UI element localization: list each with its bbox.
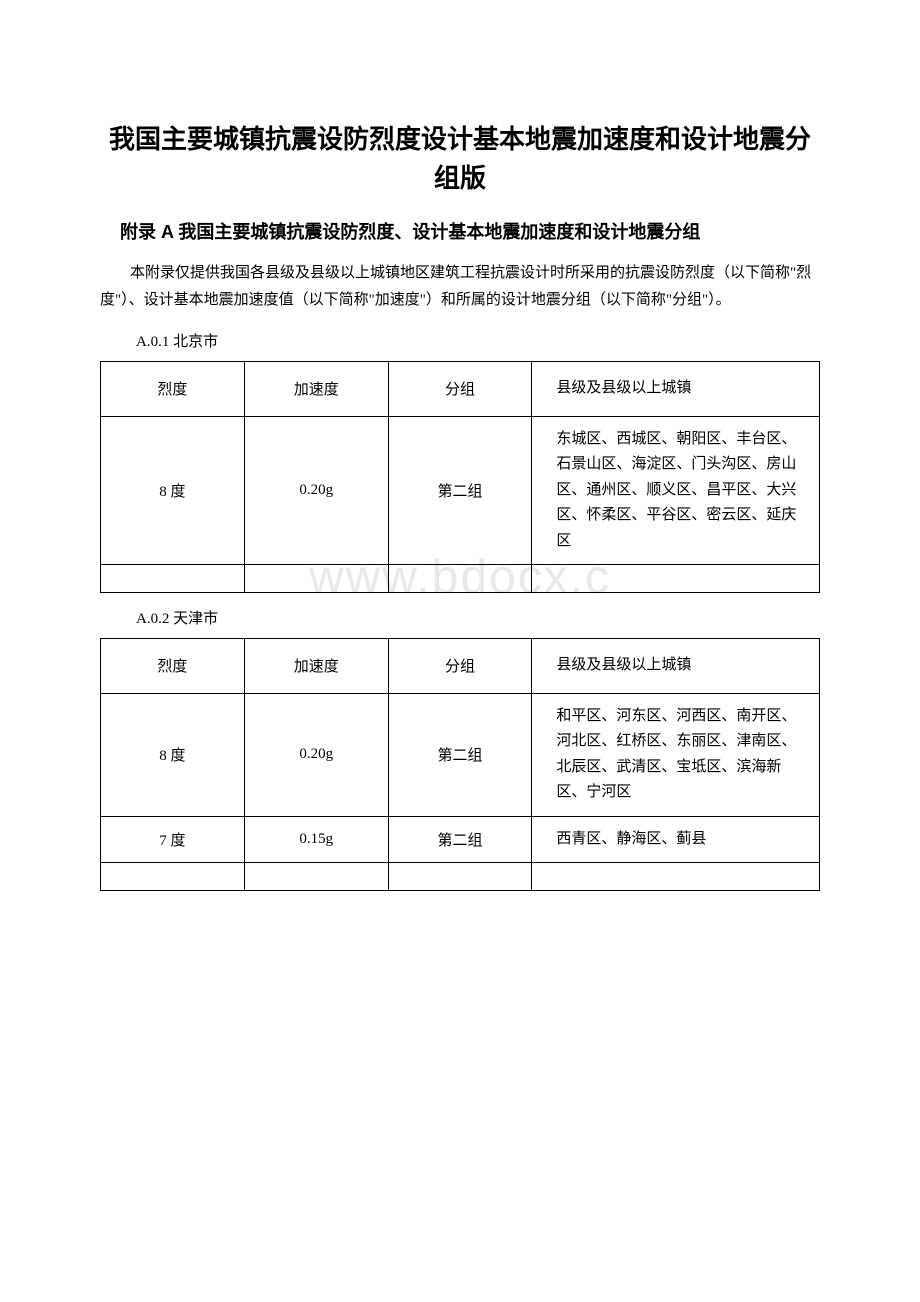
section-label: A.0.1 北京市 bbox=[100, 330, 820, 351]
empty-cell bbox=[532, 565, 820, 593]
header-acceleration: 加速度 bbox=[244, 362, 388, 417]
table-row: 8 度0.20g第二组东城区、西城区、朝阳区、丰台区、石景山区、海淀区、门头沟区… bbox=[101, 416, 820, 565]
table-header-row: 烈度加速度分组县级及县级以上城镇 bbox=[101, 362, 820, 417]
sections-container: A.0.1 北京市烈度加速度分组县级及县级以上城镇8 度0.20g第二组东城区、… bbox=[100, 330, 820, 891]
table-empty-row bbox=[101, 565, 820, 593]
table-row: 7 度0.15g第二组西青区、静海区、蓟县 bbox=[101, 816, 820, 863]
intro-paragraph: 本附录仅提供我国各县级及县级以上城镇地区建筑工程抗震设计时所采用的抗震设防烈度（… bbox=[100, 260, 820, 314]
empty-cell bbox=[388, 565, 532, 593]
header-towns: 县级及县级以上城镇 bbox=[532, 639, 820, 694]
empty-cell bbox=[388, 863, 532, 891]
header-towns: 县级及县级以上城镇 bbox=[532, 362, 820, 417]
document-title: 我国主要城镇抗震设防烈度设计基本地震加速度和设计地震分组版 bbox=[100, 120, 820, 198]
cell-intensity: 7 度 bbox=[101, 816, 245, 863]
empty-cell bbox=[101, 565, 245, 593]
section-label: A.0.2 天津市 bbox=[100, 607, 820, 628]
header-intensity: 烈度 bbox=[101, 639, 245, 694]
cell-acceleration: 0.15g bbox=[244, 816, 388, 863]
empty-cell bbox=[244, 863, 388, 891]
cell-acceleration: 0.20g bbox=[244, 416, 388, 565]
table-row: 8 度0.20g第二组和平区、河东区、河西区、南开区、河北区、红桥区、东丽区、津… bbox=[101, 693, 820, 816]
seismic-table: 烈度加速度分组县级及县级以上城镇8 度0.20g第二组东城区、西城区、朝阳区、丰… bbox=[100, 361, 820, 593]
cell-intensity: 8 度 bbox=[101, 693, 245, 816]
document-content: 我国主要城镇抗震设防烈度设计基本地震加速度和设计地震分组版 附录 A 我国主要城… bbox=[100, 120, 820, 891]
table-empty-row bbox=[101, 863, 820, 891]
cell-acceleration: 0.20g bbox=[244, 693, 388, 816]
cell-group: 第二组 bbox=[388, 693, 532, 816]
empty-cell bbox=[532, 863, 820, 891]
cell-towns: 东城区、西城区、朝阳区、丰台区、石景山区、海淀区、门头沟区、房山区、通州区、顺义… bbox=[532, 416, 820, 565]
cell-towns: 和平区、河东区、河西区、南开区、河北区、红桥区、东丽区、津南区、北辰区、武清区、… bbox=[532, 693, 820, 816]
cell-intensity: 8 度 bbox=[101, 416, 245, 565]
header-group: 分组 bbox=[388, 639, 532, 694]
empty-cell bbox=[244, 565, 388, 593]
cell-group: 第二组 bbox=[388, 816, 532, 863]
header-intensity: 烈度 bbox=[101, 362, 245, 417]
table-header-row: 烈度加速度分组县级及县级以上城镇 bbox=[101, 639, 820, 694]
seismic-table: 烈度加速度分组县级及县级以上城镇8 度0.20g第二组和平区、河东区、河西区、南… bbox=[100, 638, 820, 891]
cell-towns: 西青区、静海区、蓟县 bbox=[532, 816, 820, 863]
header-acceleration: 加速度 bbox=[244, 639, 388, 694]
empty-cell bbox=[101, 863, 245, 891]
document-subtitle: 附录 A 我国主要城镇抗震设防烈度、设计基本地震加速度和设计地震分组 bbox=[100, 218, 820, 244]
header-group: 分组 bbox=[388, 362, 532, 417]
cell-group: 第二组 bbox=[388, 416, 532, 565]
